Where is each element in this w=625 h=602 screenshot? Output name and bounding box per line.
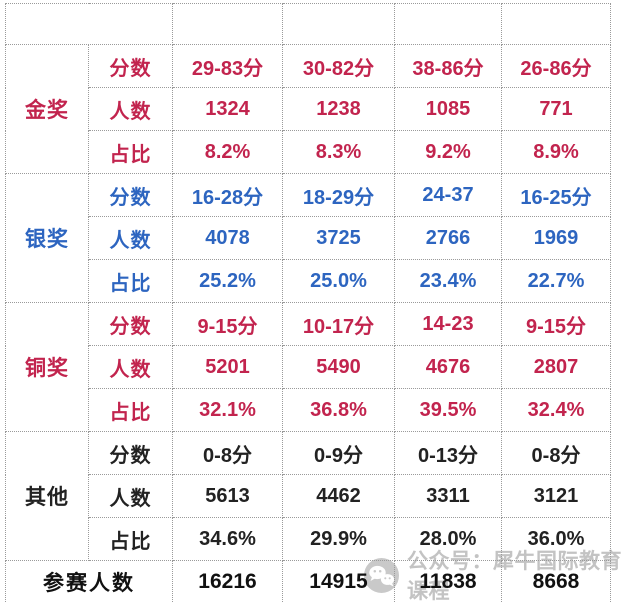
cell-silver-score-2022: 16-25分	[501, 173, 611, 217]
cell-other-count-2024: 4462	[282, 474, 395, 518]
cell-silver-ratio-2024: 25.0%	[282, 259, 395, 303]
metric-label-count: 人数	[88, 474, 173, 518]
metric-label-ratio: 占比	[88, 259, 173, 303]
cell-bronze-ratio-2023: 39.5%	[394, 388, 502, 432]
cell-total-2024: 14915	[282, 560, 395, 602]
header-row: UKChO竞赛 2025年 2024年 2023年 2022年	[5, 3, 611, 45]
metric-label-count: 人数	[88, 345, 173, 389]
cell-silver-count-2022: 1969	[501, 216, 611, 260]
ukcho-results-table: UKChO竞赛 2025年 2024年 2023年 2022年 金奖 分数 29…	[5, 3, 611, 602]
metric-label-score: 分数	[88, 431, 173, 475]
header-year-2024: 2024年	[282, 3, 395, 45]
row-silver-count: 人数 4078 3725 2766 1969	[6, 216, 611, 260]
row-bronze-count: 人数 5201 5490 4676 2807	[6, 345, 611, 389]
cell-gold-ratio-2022: 8.9%	[501, 130, 611, 174]
cell-gold-score-2022: 26-86分	[501, 44, 611, 88]
cell-silver-count-2024: 3725	[282, 216, 395, 260]
cell-bronze-ratio-2025: 32.1%	[172, 388, 283, 432]
cell-other-count-2022: 3121	[501, 474, 611, 518]
row-bronze-ratio: 占比 32.1% 36.8% 39.5% 32.4%	[6, 388, 611, 432]
row-other-count: 人数 5613 4462 3311 3121	[6, 474, 611, 518]
metric-label-score: 分数	[88, 302, 173, 346]
cell-silver-count-2023: 2766	[394, 216, 502, 260]
cell-silver-ratio-2022: 22.7%	[501, 259, 611, 303]
cell-silver-score-2024: 18-29分	[282, 173, 395, 217]
metric-label-ratio: 占比	[88, 388, 173, 432]
cell-total-2022: 8668	[501, 560, 611, 602]
cell-other-count-2023: 3311	[394, 474, 502, 518]
table-title: UKChO竞赛	[5, 3, 173, 45]
cell-bronze-count-2023: 4676	[394, 345, 502, 389]
cell-silver-ratio-2025: 25.2%	[172, 259, 283, 303]
cell-other-score-2022: 0-8分	[501, 431, 611, 475]
header-year-2023: 2023年	[394, 3, 502, 45]
cell-bronze-count-2022: 2807	[501, 345, 611, 389]
cell-gold-ratio-2025: 8.2%	[172, 130, 283, 174]
cell-bronze-count-2024: 5490	[282, 345, 395, 389]
award-label-bronze: 铜奖	[5, 302, 89, 432]
cell-silver-score-2025: 16-28分	[172, 173, 283, 217]
header-year-2022: 2022年	[501, 3, 611, 45]
cell-gold-count-2022: 771	[501, 87, 611, 131]
cell-other-ratio-2022: 36.0%	[501, 517, 611, 561]
cell-gold-score-2025: 29-83分	[172, 44, 283, 88]
header-year-2025: 2025年	[172, 3, 283, 45]
award-label-silver: 银奖	[5, 173, 89, 303]
metric-label-ratio: 占比	[88, 517, 173, 561]
row-bronze-score: 铜奖 分数 9-15分 10-17分 14-23 9-15分	[5, 302, 611, 432]
cell-silver-ratio-2023: 23.4%	[394, 259, 502, 303]
cell-bronze-ratio-2024: 36.8%	[282, 388, 395, 432]
cell-other-ratio-2023: 28.0%	[394, 517, 502, 561]
cell-total-2025: 16216	[172, 560, 283, 602]
cell-bronze-score-2023: 14-23	[394, 302, 502, 346]
row-other-ratio: 占比 34.6% 29.9% 28.0% 36.0%	[6, 517, 611, 561]
metric-label-score: 分数	[88, 173, 173, 217]
row-silver-score: 银奖 分数 16-28分 18-29分 24-37 16-25分	[5, 173, 611, 303]
award-label-other: 其他	[5, 431, 89, 561]
row-gold-ratio: 占比 8.2% 8.3% 9.2% 8.9%	[6, 130, 611, 174]
cell-gold-count-2025: 1324	[172, 87, 283, 131]
cell-gold-count-2024: 1238	[282, 87, 395, 131]
cell-other-count-2025: 5613	[172, 474, 283, 518]
row-gold-count: 人数 1324 1238 1085 771	[6, 87, 611, 131]
metric-label-score: 分数	[88, 44, 173, 88]
total-label: 参赛人数	[5, 560, 173, 602]
award-label-gold: 金奖	[5, 44, 89, 174]
cell-bronze-score-2022: 9-15分	[501, 302, 611, 346]
cell-other-score-2023: 0-13分	[394, 431, 502, 475]
cell-total-2023: 11838	[394, 560, 502, 602]
cell-gold-ratio-2024: 8.3%	[282, 130, 395, 174]
cell-bronze-score-2025: 9-15分	[172, 302, 283, 346]
metric-label-count: 人数	[88, 87, 173, 131]
row-other-score: 其他 分数 0-8分 0-9分 0-13分 0-8分	[5, 431, 611, 561]
cell-silver-count-2025: 4078	[172, 216, 283, 260]
row-total-participants: 参赛人数 16216 14915 11838 8668	[5, 560, 611, 602]
cell-gold-score-2023: 38-86分	[394, 44, 502, 88]
row-gold-score: 金奖 分数 29-83分 30-82分 38-86分 26-86分	[5, 44, 611, 174]
cell-bronze-ratio-2022: 32.4%	[501, 388, 611, 432]
cell-silver-score-2023: 24-37	[394, 173, 502, 217]
metric-label-ratio: 占比	[88, 130, 173, 174]
metric-label-count: 人数	[88, 216, 173, 260]
cell-other-score-2025: 0-8分	[172, 431, 283, 475]
cell-bronze-score-2024: 10-17分	[282, 302, 395, 346]
cell-other-score-2024: 0-9分	[282, 431, 395, 475]
cell-gold-ratio-2023: 9.2%	[394, 130, 502, 174]
cell-other-ratio-2024: 29.9%	[282, 517, 395, 561]
row-silver-ratio: 占比 25.2% 25.0% 23.4% 22.7%	[6, 259, 611, 303]
cell-gold-score-2024: 30-82分	[282, 44, 395, 88]
cell-bronze-count-2025: 5201	[172, 345, 283, 389]
cell-other-ratio-2025: 34.6%	[172, 517, 283, 561]
cell-gold-count-2023: 1085	[394, 87, 502, 131]
